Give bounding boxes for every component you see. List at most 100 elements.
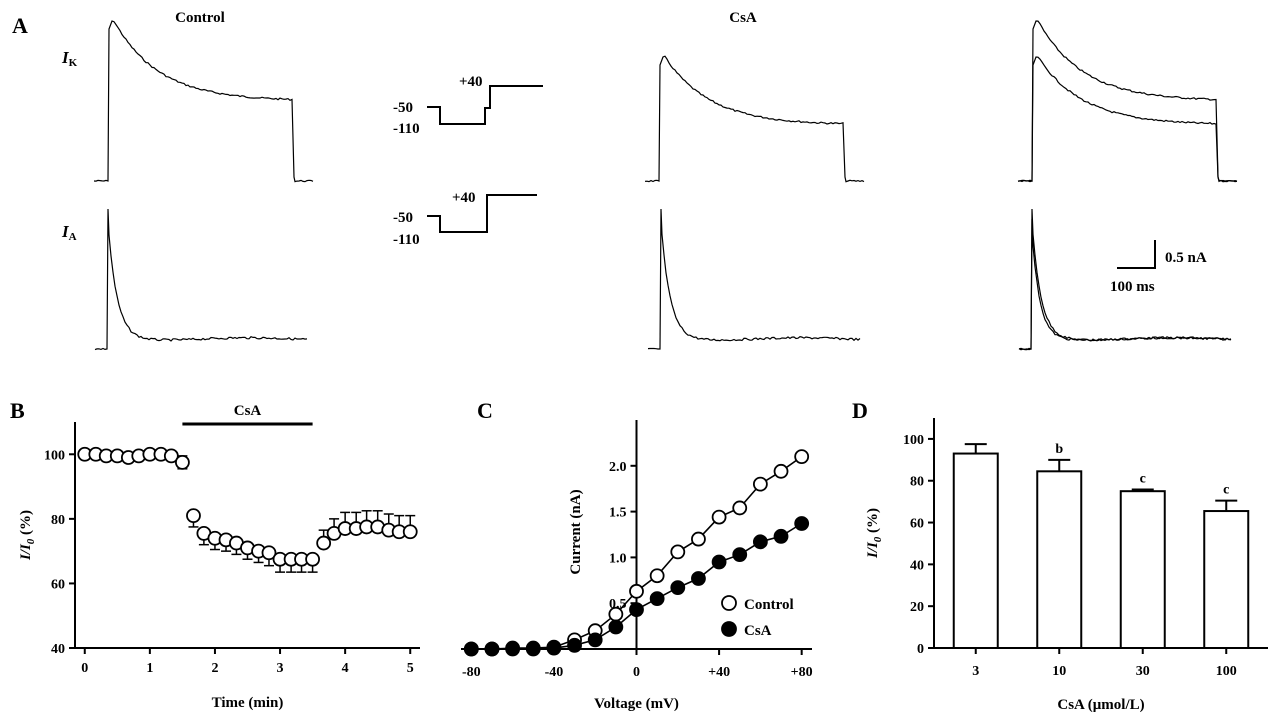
c-point-control xyxy=(670,544,686,560)
c-point-csa xyxy=(732,547,748,563)
d-y-title-main: I/I xyxy=(865,541,881,559)
c-point-control xyxy=(649,568,665,584)
b-x-tick-label: 2 xyxy=(211,661,218,676)
b-data-point xyxy=(402,524,418,540)
c-y-tick-label: 1.0 xyxy=(609,551,627,566)
d-significance-label: c xyxy=(1223,483,1229,498)
csa-label: CsA xyxy=(729,10,757,26)
c-point-csa xyxy=(711,554,727,570)
d-bar xyxy=(952,452,999,649)
c-legend-marker-control xyxy=(721,595,737,611)
b-x-tick-label: 1 xyxy=(146,661,153,676)
ik-label-main: I xyxy=(61,48,70,67)
c-legend-label-csa: CsA xyxy=(744,623,772,639)
ia-overlay-trace-2 xyxy=(1018,218,1232,351)
d-significance-label: b xyxy=(1055,442,1063,457)
c-point-csa xyxy=(752,534,768,550)
b-x-tick-label: 0 xyxy=(81,661,88,676)
c-point-csa xyxy=(567,637,582,653)
ia-row-label: IA xyxy=(61,222,77,243)
d-y-title-unit: (%) xyxy=(865,508,881,537)
b-data-point xyxy=(261,545,277,561)
c-point-csa xyxy=(484,641,500,657)
c-x-tick-label: -40 xyxy=(545,665,564,680)
c-point-csa xyxy=(670,580,686,596)
d-y-tick-label: 0 xyxy=(917,642,924,657)
c-point-control xyxy=(773,463,789,479)
d-x-tick-label: 100 xyxy=(1216,664,1237,679)
c-x-tick-label: 0 xyxy=(633,665,640,680)
ik-protocol-test: +40 xyxy=(459,74,483,90)
c-legend-label-control: Control xyxy=(744,597,794,613)
ia-label-sub: A xyxy=(69,231,77,243)
b-x-tick-label: 3 xyxy=(277,661,284,676)
d-y-axis-title: I/I0 (%) xyxy=(865,508,884,559)
control-label: Control xyxy=(175,10,225,26)
b-y-title-sub: 0 xyxy=(25,538,37,544)
d-y-title-sub: 0 xyxy=(872,536,884,542)
ia-protocol-step xyxy=(427,194,537,233)
c-point-control xyxy=(691,531,706,547)
panel-c-letter: C xyxy=(477,398,493,423)
b-data-point xyxy=(316,535,332,551)
d-bar xyxy=(1036,470,1083,649)
c-point-csa xyxy=(587,632,603,648)
c-legend-marker-csa xyxy=(721,621,737,637)
d-x-axis-title: CsA (μmol/L) xyxy=(1057,697,1144,713)
c-point-csa xyxy=(629,602,644,618)
c-point-csa xyxy=(463,641,479,657)
b-y-title-unit: (%) xyxy=(18,510,34,539)
ik-control-trace xyxy=(93,20,314,183)
b-data-point xyxy=(186,508,201,524)
panel-d-chart: 0 20 40 60 80 100 3 b 10 c 30 c 100 CsA (μmol/L) I/I0 … xyxy=(865,418,1268,713)
c-point-csa xyxy=(546,640,562,656)
c-y-tick-label: 1.5 xyxy=(609,506,627,521)
scale-current-label: 0.5 nA xyxy=(1165,250,1207,266)
ik-overlay-control-trace xyxy=(1017,20,1238,183)
b-y-axis-title: I/I0 (%) xyxy=(18,510,37,561)
ik-protocol-step xyxy=(427,85,543,125)
d-y-tick-label: 80 xyxy=(910,475,924,490)
ik-overlay-csa-trace xyxy=(1017,56,1238,183)
b-x-tick-label: 4 xyxy=(342,661,349,676)
d-x-tick-label: 10 xyxy=(1052,664,1066,679)
d-y-tick-label: 60 xyxy=(910,517,924,532)
d-significance-label: c xyxy=(1140,472,1146,487)
c-point-csa xyxy=(608,619,624,635)
c-point-csa xyxy=(525,641,541,657)
c-point-csa xyxy=(505,641,521,657)
b-y-tick-label: 80 xyxy=(51,513,65,528)
c-y-axis-title: Current (nA) xyxy=(568,489,584,574)
ik-label-sub: K xyxy=(69,57,78,69)
c-point-control xyxy=(752,476,768,492)
b-x-axis-title: Time (min) xyxy=(212,695,284,711)
c-point-control xyxy=(732,500,748,516)
ia-protocol-hold: -50 xyxy=(393,210,413,226)
b-data-point xyxy=(175,454,190,470)
ia-protocol-pre: -110 xyxy=(393,232,420,248)
c-point-csa xyxy=(691,571,706,586)
ia-csa-trace xyxy=(647,208,861,350)
ik-protocol-hold: -50 xyxy=(393,100,413,116)
b-y-tick-label: 60 xyxy=(51,577,65,592)
d-bar xyxy=(1203,510,1250,649)
c-point-control xyxy=(711,509,727,525)
ik-protocol-pre: -110 xyxy=(393,121,420,137)
c-x-tick-label: -80 xyxy=(462,665,481,680)
c-point-csa xyxy=(649,591,665,607)
ik-row-label: IK xyxy=(61,48,78,69)
ia-label-main: I xyxy=(61,222,70,241)
c-x-tick-label: +80 xyxy=(791,665,813,680)
c-point-csa xyxy=(773,528,789,544)
d-y-tick-label: 100 xyxy=(903,433,924,448)
d-x-tick-label: 30 xyxy=(1136,664,1150,679)
panel-d-letter: D xyxy=(852,398,868,423)
ia-protocol-test: +40 xyxy=(452,190,476,206)
b-data-point xyxy=(163,448,179,464)
c-x-tick-label: +40 xyxy=(708,665,730,680)
d-y-tick-label: 40 xyxy=(910,558,924,573)
c-y-tick-label: 2.0 xyxy=(609,460,627,475)
c-point-csa xyxy=(794,516,810,531)
